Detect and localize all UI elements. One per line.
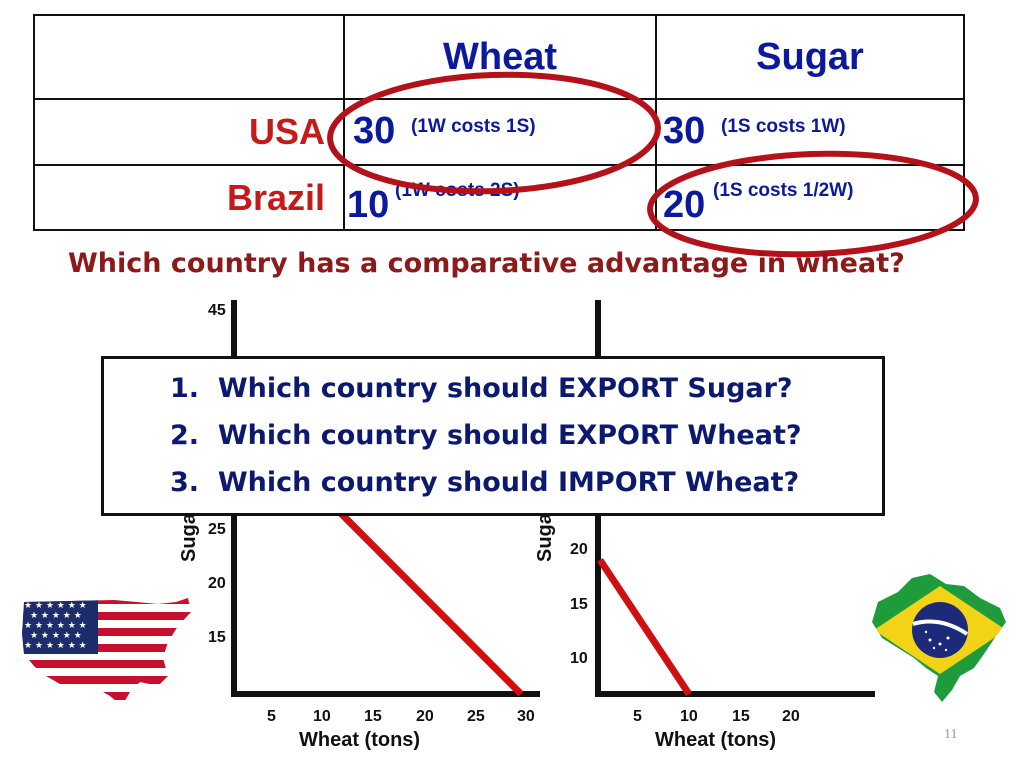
usa-x-tick: 10 xyxy=(313,708,331,725)
list-number: 3. xyxy=(170,467,200,498)
brazil-wheat-cell: 10 (1W costs 2S) xyxy=(343,164,657,231)
svg-text:★ ★ ★ ★ ★: ★ ★ ★ ★ ★ xyxy=(30,631,82,641)
brazil-x-axis-label: Wheat (tons) xyxy=(655,729,777,751)
brazil-x-tick: 10 xyxy=(680,708,698,725)
usa-wheat-highlight-ellipse xyxy=(327,71,661,195)
production-table: Wheat Sugar USA 30 (1W costs 1S) 30 (1S … xyxy=(33,14,965,231)
svg-text:★ ★ ★ ★ ★: ★ ★ ★ ★ ★ xyxy=(30,611,82,621)
country-brazil: Brazil xyxy=(33,164,345,231)
usa-sugar-cell: 30 (1S costs 1W) xyxy=(655,98,965,166)
brazil-flag-map-icon xyxy=(872,574,1006,702)
svg-text:★ ★ ★ ★ ★ ★: ★ ★ ★ ★ ★ ★ xyxy=(24,641,87,651)
list-item: 3. Which country should IMPORT Wheat? xyxy=(166,459,882,506)
question-1: Which country should EXPORT Sugar? xyxy=(217,373,793,404)
brazil-sugar-value: 20 xyxy=(663,184,706,226)
usa-wheat-cell: 30 (1W costs 1S) xyxy=(343,98,657,166)
list-number: 1. xyxy=(170,373,200,404)
brazil-x-tick: 5 xyxy=(633,708,642,725)
table-row: USA 30 (1W costs 1S) 30 (1S costs 1W) xyxy=(33,98,965,166)
usa-x-tick: 25 xyxy=(467,708,485,725)
brazil-sugar-cell: 20 (1S costs 1/2W) xyxy=(655,164,965,231)
table-corner-cell xyxy=(33,14,345,100)
brazil-x-tick: 20 xyxy=(782,708,800,725)
usa-x-tick: 15 xyxy=(364,708,382,725)
brazil-sugar-highlight-ellipse xyxy=(647,150,979,258)
usa-wheat-note: (1W costs 1S) xyxy=(411,116,536,137)
question-3: Which country should IMPORT Wheat? xyxy=(217,467,800,498)
table-row: Brazil 10 (1W costs 2S) 20 (1S costs 1/2… xyxy=(33,164,965,231)
brazil-wheat-value: 10 xyxy=(347,184,390,226)
sugar-header: Sugar xyxy=(655,14,965,100)
usa-sugar-value: 30 xyxy=(663,110,706,152)
list-number: 2. xyxy=(170,420,200,451)
usa-flag-map-icon: ★ ★ ★ ★ ★ ★ ★ ★ ★ ★ ★ ★ ★ ★ ★ ★ ★ ★ ★ ★ … xyxy=(22,598,191,706)
svg-text:★ ★ ★ ★ ★ ★: ★ ★ ★ ★ ★ ★ xyxy=(24,601,87,611)
usa-x-axis-label: Wheat (tons) xyxy=(299,729,421,751)
svg-text:★ ★ ★ ★ ★ ★: ★ ★ ★ ★ ★ ★ xyxy=(24,621,87,631)
usa-wheat-value: 30 xyxy=(353,110,396,152)
usa-y-tick: 25 xyxy=(208,521,226,538)
question-2: Which country should EXPORT Wheat? xyxy=(217,420,802,451)
country-usa: USA xyxy=(33,98,345,166)
brazil-sugar-note: (1S costs 1/2W) xyxy=(713,180,854,201)
question-text: Which country has a comparative advantag… xyxy=(68,248,905,279)
usa-sugar-note: (1S costs 1W) xyxy=(721,116,846,137)
brazil-y-tick: 15 xyxy=(570,596,588,613)
list-item: 1. Which country should EXPORT Sugar? xyxy=(166,365,882,412)
list-item: 2. Which country should EXPORT Wheat? xyxy=(166,412,882,459)
usa-x-tick: 30 xyxy=(517,708,535,725)
brazil-x-tick: 15 xyxy=(732,708,750,725)
usa-x-tick: 5 xyxy=(267,708,276,725)
usa-y-tick: 20 xyxy=(208,575,226,592)
brazil-y-tick: 10 xyxy=(570,650,588,667)
brazil-ppf-line xyxy=(597,558,692,696)
usa-y-tick: 15 xyxy=(208,629,226,646)
usa-x-tick: 20 xyxy=(416,708,434,725)
questions-popup: 1. Which country should EXPORT Sugar? 2.… xyxy=(101,356,885,516)
brazil-y-tick: 20 xyxy=(570,541,588,558)
highlight-overlay xyxy=(327,71,979,258)
usa-y-tick: 45 xyxy=(208,302,226,319)
page-number: 11 xyxy=(944,727,958,742)
